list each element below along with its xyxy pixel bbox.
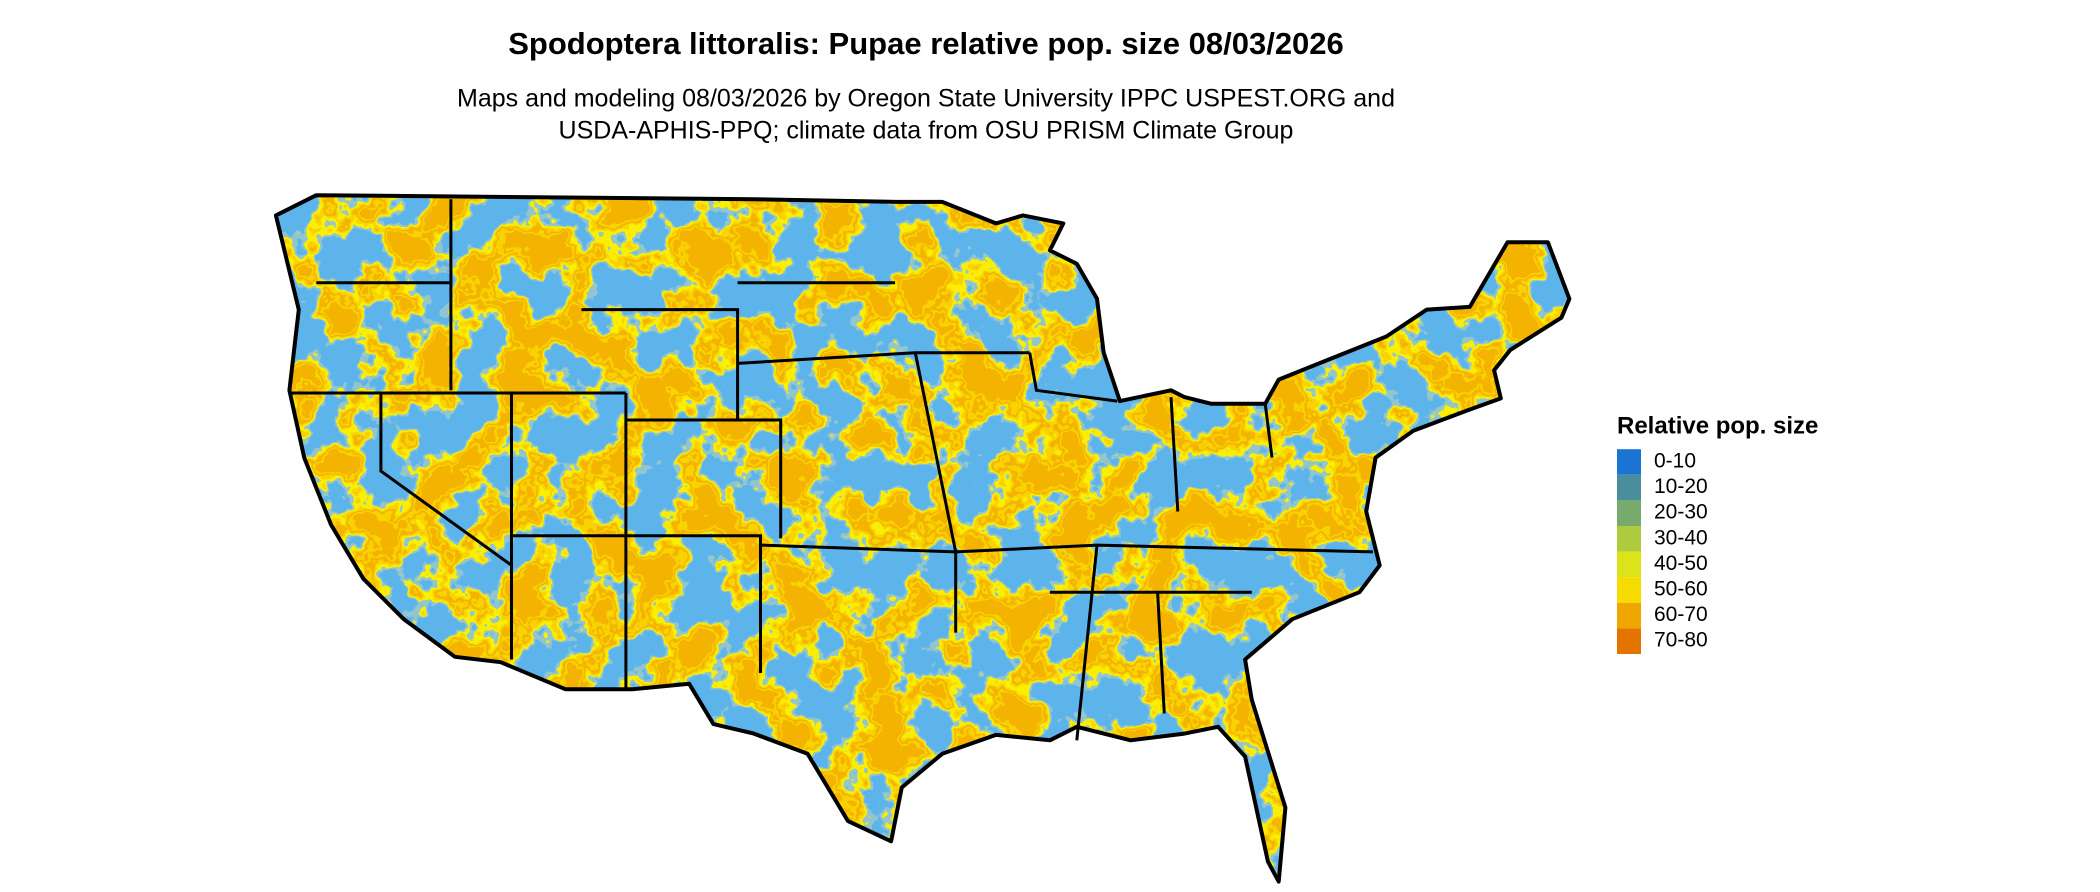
legend-label: 40-50 xyxy=(1654,552,1708,575)
state-border xyxy=(1156,592,1166,714)
title: Spodoptera littoralis: Pupae relative po… xyxy=(508,26,1344,61)
state-border xyxy=(1263,403,1274,458)
state-border xyxy=(625,418,783,539)
legend-label: 10-20 xyxy=(1654,475,1708,498)
legend-swatch xyxy=(1617,577,1641,603)
legend-label: 0-10 xyxy=(1654,450,1696,473)
legend-title: Relative pop. size xyxy=(1617,412,1818,439)
legend-swatch xyxy=(1617,474,1641,501)
legend-swatch xyxy=(1617,551,1641,578)
us-map-fill xyxy=(275,195,1570,882)
legend-swatch xyxy=(1617,500,1641,526)
state-border xyxy=(913,352,958,633)
subtitle: Maps and modeling 08/03/2026 by Oregon S… xyxy=(457,85,1395,113)
legend-swatch xyxy=(1617,628,1641,654)
legend-label: 20-30 xyxy=(1654,501,1708,524)
state-border xyxy=(1169,397,1180,512)
legend-swatch xyxy=(1617,602,1641,629)
state-border xyxy=(379,393,513,567)
subtitle: USDA-APHIS-PPQ; climate data from OSU PR… xyxy=(559,117,1294,145)
state-border xyxy=(511,534,762,673)
state-border xyxy=(581,308,740,420)
legend-label: 60-70 xyxy=(1654,603,1708,626)
legend-swatch xyxy=(1617,526,1641,552)
legend-swatch xyxy=(1617,449,1641,475)
state-border xyxy=(1075,544,1099,741)
state-border xyxy=(1028,352,1118,403)
map xyxy=(273,193,1572,884)
state-border xyxy=(760,543,1373,554)
us-outline xyxy=(273,193,1572,884)
legend-label: 30-40 xyxy=(1654,526,1708,549)
legend-label: 50-60 xyxy=(1654,578,1708,601)
legend-label: 70-80 xyxy=(1654,629,1708,652)
state-borders xyxy=(289,199,1373,741)
